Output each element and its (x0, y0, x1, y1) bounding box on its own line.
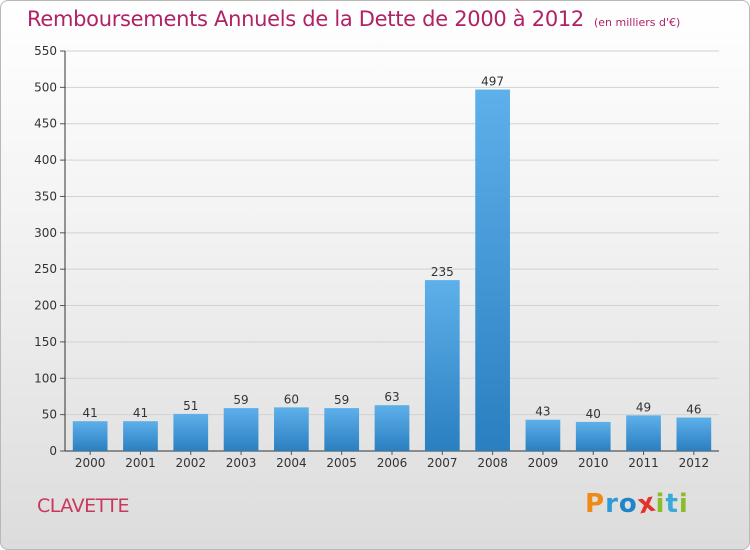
bar-2007 (424, 280, 460, 451)
bar-value-label: 49 (636, 400, 651, 414)
logo-letter: o (618, 489, 638, 519)
bar-2001 (123, 421, 158, 451)
y-tick-label: 450 (34, 117, 57, 131)
bar-value-label: 41 (83, 406, 98, 420)
bar-value-label: 497 (481, 75, 504, 89)
bar-2009 (525, 419, 561, 451)
x-tick-label: 2010 (578, 456, 609, 470)
logo-letter: i (655, 489, 666, 519)
bar-2000 (72, 421, 108, 451)
y-tick-label: 50 (42, 408, 57, 422)
logo-letter: i (678, 489, 689, 519)
bar-2010 (575, 421, 611, 451)
bars (72, 89, 712, 451)
bar-value-label: 51 (183, 399, 198, 413)
y-tick-label: 550 (34, 44, 57, 58)
bar-value-label: 235 (431, 265, 454, 279)
x-tick-label: 2000 (75, 456, 106, 470)
commune-name: CLAVETTE (37, 495, 129, 517)
x-tick-label: 2012 (679, 456, 710, 470)
y-tick-label: 250 (34, 262, 57, 276)
bar-2006 (374, 405, 410, 451)
bar-2012 (676, 417, 712, 451)
proxiti-logo: Proxiti (585, 487, 689, 520)
x-tick-label: 2001 (125, 456, 156, 470)
bar-2011 (626, 415, 661, 451)
y-tick-label: 350 (34, 189, 57, 203)
bar-value-label: 41 (133, 406, 148, 420)
logo-letter: t (665, 489, 679, 519)
y-tick-label: 400 (34, 153, 57, 167)
bar-value-label: 60 (284, 392, 299, 406)
chart-title-text: Remboursements Annuels de la Dette de 20… (27, 7, 584, 31)
x-tick-label: 2003 (226, 456, 257, 470)
y-tick-label: 200 (34, 299, 57, 313)
x-tick-label: 2009 (528, 456, 559, 470)
x-tick-label: 2011 (628, 456, 659, 470)
bar-2002 (173, 413, 209, 451)
chart-unit-label: (en milliers d'€) (594, 16, 681, 29)
y-tick-label: 150 (34, 335, 57, 349)
chart-title: Remboursements Annuels de la Dette de 20… (27, 7, 680, 31)
labels: 0 50 100 150 200 250 300 350 400 450 500 550 41 2000 4… (34, 44, 709, 470)
bar-value-label: 59 (334, 393, 349, 407)
bar-value-label: 40 (586, 407, 601, 421)
y-tick-label: 500 (34, 80, 57, 94)
y-tick-label: 100 (34, 371, 57, 385)
bar-2004 (274, 407, 309, 451)
bar-2005 (324, 408, 360, 451)
y-tick-label: 0 (49, 444, 57, 458)
logo-letter: r (605, 489, 619, 519)
bar-2003 (223, 408, 259, 451)
x-tick-label: 2006 (377, 456, 408, 470)
bar-value-label: 43 (535, 405, 550, 419)
x-tick-label: 2004 (276, 456, 307, 470)
x-tick-label: 2007 (427, 456, 458, 470)
logo-letter: P (585, 489, 606, 519)
bar-value-label: 59 (233, 393, 248, 407)
x-tick-label: 2008 (477, 456, 508, 470)
x-tick-label: 2002 (175, 456, 206, 470)
y-tick-label: 300 (34, 226, 57, 240)
bar-2008 (475, 89, 510, 451)
bar-value-label: 63 (384, 390, 399, 404)
bar-value-label: 46 (686, 403, 701, 417)
x-tick-label: 2005 (326, 456, 357, 470)
grid-lines (65, 50, 719, 416)
